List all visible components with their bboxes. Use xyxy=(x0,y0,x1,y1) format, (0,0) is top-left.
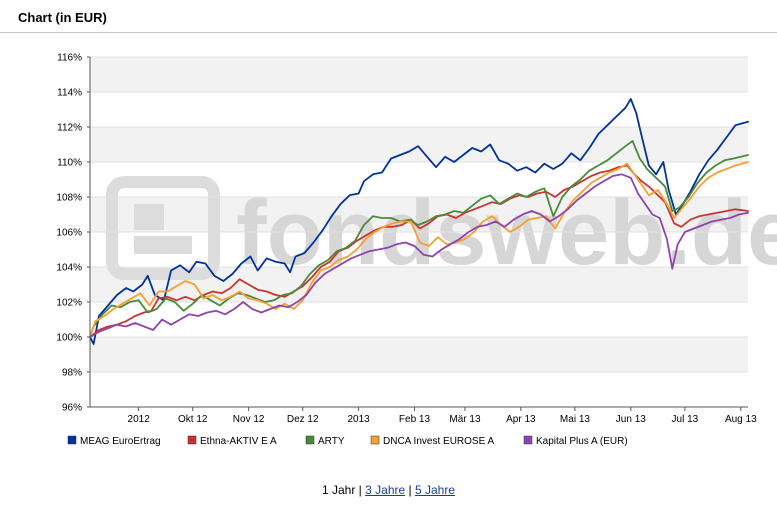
watermark-logo xyxy=(106,176,220,280)
x-tick-label: Nov 12 xyxy=(233,414,265,425)
legend: MEAG EuroErtrag Ethna-AKTIV E A ARTY DNCA I… xyxy=(67,435,628,447)
legend-swatch xyxy=(370,435,380,445)
x-tick-label: 2013 xyxy=(347,414,370,425)
legend-swatch xyxy=(305,435,315,445)
legend-swatch xyxy=(67,435,77,445)
y-tick-label: 108% xyxy=(56,193,82,204)
legend-item: ARTY xyxy=(305,435,345,447)
legend-label: Ethna-AKTIV E A xyxy=(200,436,277,447)
y-tick-label: 98% xyxy=(62,368,82,379)
period-separator: | xyxy=(408,483,412,497)
chart-header: Chart (in EUR) xyxy=(0,0,777,33)
legend-item: MEAG EuroErtrag xyxy=(67,435,161,447)
period-option-3-years[interactable]: 3 Jahre xyxy=(365,483,406,497)
y-tick-label: 102% xyxy=(56,298,82,309)
watermark-logo xyxy=(134,236,192,254)
line-chart: fondsweb.de 96%98%100%102%104%106%108%11… xyxy=(56,53,777,448)
x-tick-label: Feb 13 xyxy=(399,414,431,425)
watermark-logo xyxy=(134,204,164,230)
y-axis-ticks: 96% 98% 100% 102% 104% 106% 108% 110% 112% 114% 11… xyxy=(56,53,90,414)
plot-band xyxy=(90,57,748,92)
y-tick-label: 106% xyxy=(56,228,82,239)
x-tick-label: Okt 12 xyxy=(178,414,208,425)
legend-swatch xyxy=(523,435,533,445)
series-lines xyxy=(89,98,749,345)
legend-item: Kapital Plus A (EUR) xyxy=(523,435,628,447)
legend-label: ARTY xyxy=(318,436,345,447)
plot-band xyxy=(90,92,748,127)
x-tick-label: Apr 13 xyxy=(506,414,536,425)
plot-band xyxy=(90,372,748,407)
x-tick-label: Dez 12 xyxy=(287,414,319,425)
legend-label: Kapital Plus A (EUR) xyxy=(536,436,628,447)
y-tick-label: 112% xyxy=(57,123,82,134)
x-tick-label: Aug 13 xyxy=(725,414,757,425)
plot-band xyxy=(90,302,748,337)
period-option-1-year[interactable]: 1 Jahr xyxy=(321,483,356,497)
x-tick-label: Mai 13 xyxy=(560,414,590,425)
x-tick-label: 2012 xyxy=(128,414,151,425)
series-line-5 xyxy=(89,173,749,338)
x-tick-label: Mär 13 xyxy=(449,414,481,425)
y-tick-label: 104% xyxy=(56,263,82,274)
x-axis-ticks: 2012 Okt 12 Nov 12 Dez 12 2013 Feb 13 Mär 13 Ap… xyxy=(128,407,757,425)
legend-item: DNCA Invest EUROSE A xyxy=(370,435,494,447)
period-option-5-years[interactable]: 5 Jahre xyxy=(414,483,456,497)
y-tick-label: 116% xyxy=(57,53,82,64)
period-selector: 1 Jahr | 3 Jahre | 5 Jahre xyxy=(0,483,777,497)
y-tick-label: 96% xyxy=(62,403,82,414)
y-tick-label: 114% xyxy=(57,88,82,99)
legend-swatch xyxy=(187,435,197,445)
series-line-4 xyxy=(89,161,749,338)
legend-label: DNCA Invest EUROSE A xyxy=(383,436,494,447)
legend-label: MEAG EuroErtrag xyxy=(80,436,161,447)
legend-item: Ethna-AKTIV E A xyxy=(187,435,277,447)
series-line-3 xyxy=(89,140,749,338)
y-tick-label: 110% xyxy=(57,158,82,169)
period-separator: | xyxy=(358,483,362,497)
plot-band xyxy=(90,127,748,162)
y-tick-label: 100% xyxy=(56,333,82,344)
plot-band xyxy=(90,337,748,372)
x-tick-label: Jun 13 xyxy=(616,414,646,425)
chart-title: Chart (in EUR) xyxy=(18,10,107,25)
series-line-1 xyxy=(89,98,749,345)
plot-band xyxy=(90,197,748,232)
x-tick-label: Jul 13 xyxy=(672,414,699,425)
